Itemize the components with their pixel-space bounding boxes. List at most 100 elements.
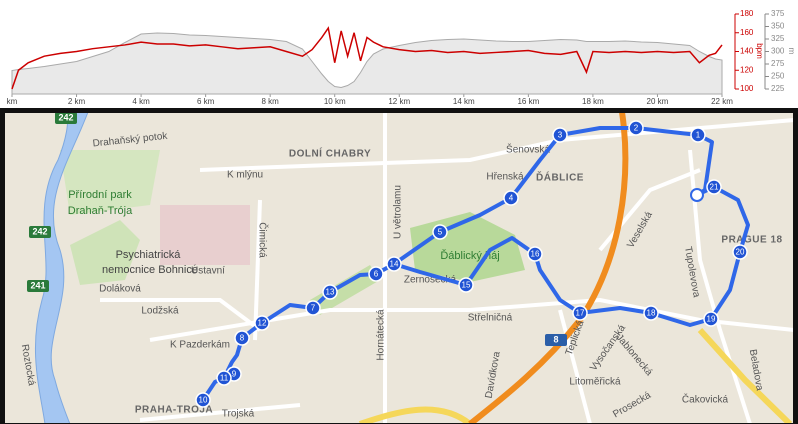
y2-tick-label: 225 bbox=[771, 84, 785, 93]
route-marker-label: 19 bbox=[707, 315, 716, 324]
map-label: Doláková bbox=[99, 284, 141, 295]
y-tick-label: 180 bbox=[740, 9, 754, 18]
elevation-area bbox=[11, 32, 723, 95]
heart-rate-line bbox=[11, 26, 723, 90]
map-label: PRAGUE 18 bbox=[721, 235, 782, 246]
route-marker-label: 11 bbox=[220, 374, 229, 383]
route-marker bbox=[234, 330, 250, 346]
x-tick-label: 6 km bbox=[197, 97, 215, 106]
map-label: ĎÁBLICE bbox=[536, 171, 584, 184]
route-marker bbox=[552, 127, 568, 143]
road bbox=[253, 199, 262, 341]
road-yellow bbox=[697, 327, 793, 424]
y-tick-label: 140 bbox=[740, 47, 754, 56]
map-label: K mlýnu bbox=[227, 170, 263, 181]
route-marker bbox=[368, 266, 384, 282]
route-marker-label: 20 bbox=[736, 248, 745, 257]
x-tick-label: 14 km bbox=[453, 97, 475, 106]
x-tick-label: 22 km bbox=[711, 97, 733, 106]
map-label: U větrolamu bbox=[393, 185, 404, 239]
route-marker bbox=[458, 277, 474, 293]
route-marker-label: 15 bbox=[462, 281, 471, 290]
route-marker-label: 6 bbox=[374, 270, 379, 279]
route-marker-label: 9 bbox=[232, 370, 237, 379]
y-tick-label: 160 bbox=[740, 28, 754, 37]
route-marker-label: 12 bbox=[258, 319, 267, 328]
x-tick-label: 10 km bbox=[324, 97, 346, 106]
y-tick-label: 100 bbox=[740, 84, 754, 93]
route-marker-label: 13 bbox=[326, 288, 335, 297]
route-marker-label: 3 bbox=[558, 131, 563, 140]
route-marker-label: 8 bbox=[240, 334, 245, 343]
route-marker bbox=[706, 179, 722, 195]
route-marker bbox=[386, 256, 402, 272]
x-tick-label: 18 km bbox=[582, 97, 604, 106]
y2-tick-label: 250 bbox=[771, 72, 785, 81]
map-label: Čimická bbox=[256, 222, 269, 258]
map-label: Litoměřická bbox=[569, 377, 621, 388]
y-tick-label: 120 bbox=[740, 65, 754, 74]
road-shield bbox=[55, 112, 77, 124]
road-shield-label: 242 bbox=[32, 226, 47, 236]
map-frame bbox=[3, 111, 795, 424]
road-shield-label: 241 bbox=[30, 280, 45, 290]
map-label: Psychiatrická bbox=[116, 249, 182, 261]
route-marker bbox=[527, 246, 543, 262]
y2-tick-label: 375 bbox=[771, 9, 785, 18]
park-area bbox=[70, 220, 140, 285]
route-marker-label: 16 bbox=[531, 250, 540, 259]
road bbox=[688, 149, 752, 424]
route-marker bbox=[703, 311, 719, 327]
route-marker-label: 4 bbox=[509, 194, 514, 203]
map-label: Čakovická bbox=[682, 393, 729, 406]
route-marker-label: 1 bbox=[696, 131, 701, 140]
route-marker bbox=[322, 284, 338, 300]
road-shield bbox=[545, 334, 567, 346]
x-tick-label: km bbox=[7, 97, 18, 106]
route-marker-label: 17 bbox=[576, 309, 585, 318]
route-marker-label: 14 bbox=[390, 260, 399, 269]
roads bbox=[100, 112, 795, 424]
road-shield-label: 242 bbox=[58, 112, 73, 122]
y2-tick-label: 325 bbox=[771, 34, 785, 43]
map-label: Přírodní park bbox=[68, 189, 132, 201]
y2-tick-label: 275 bbox=[771, 59, 785, 68]
route-marker bbox=[643, 305, 659, 321]
map-label: Hornátecká bbox=[376, 309, 387, 361]
x-tick-label: 8 km bbox=[262, 97, 280, 106]
map-label: PRAHA-TROJA bbox=[135, 405, 213, 416]
map-label: Lodžská bbox=[141, 306, 179, 317]
y2-tick-label: 350 bbox=[771, 22, 785, 31]
route-marker bbox=[432, 224, 448, 240]
route-marker-label: 2 bbox=[634, 124, 639, 133]
map-label: nemocnice Bohnice bbox=[102, 264, 198, 276]
route-marker bbox=[305, 300, 321, 316]
road-shield bbox=[29, 226, 51, 238]
x-tick-label: 16 km bbox=[517, 97, 539, 106]
map-label: DOLNÍ CHABRY bbox=[289, 147, 371, 160]
map-label: Drahaň-Trója bbox=[68, 205, 133, 217]
x-tick-label: 20 km bbox=[647, 97, 669, 106]
route-marker bbox=[690, 127, 706, 143]
chart: km 2 km 4 km 6 km 8 km 10 km 12 km 14 km 16 km 18… bbox=[7, 9, 796, 106]
park-area bbox=[310, 265, 380, 315]
route bbox=[201, 126, 750, 402]
river bbox=[34, 111, 89, 424]
route-marker-label: 18 bbox=[647, 309, 656, 318]
x-tick-label: 4 km bbox=[132, 97, 150, 106]
y2-axis-label: m bbox=[787, 48, 796, 55]
map-label: Zernosecká bbox=[404, 275, 457, 286]
map-label: Hřenská bbox=[486, 172, 524, 183]
road-shield-label: 8 bbox=[553, 334, 558, 344]
route-marker bbox=[195, 392, 211, 408]
map-label: K Pazderkám bbox=[170, 340, 230, 351]
x-tick-label: 12 km bbox=[388, 97, 410, 106]
x-tick-label: 2 km bbox=[68, 97, 86, 106]
route-marker bbox=[254, 315, 270, 331]
route-marker bbox=[628, 120, 644, 136]
map-label: Šenovská bbox=[506, 143, 550, 156]
route-marker-label: 5 bbox=[438, 228, 443, 237]
hospital-area bbox=[160, 205, 250, 265]
